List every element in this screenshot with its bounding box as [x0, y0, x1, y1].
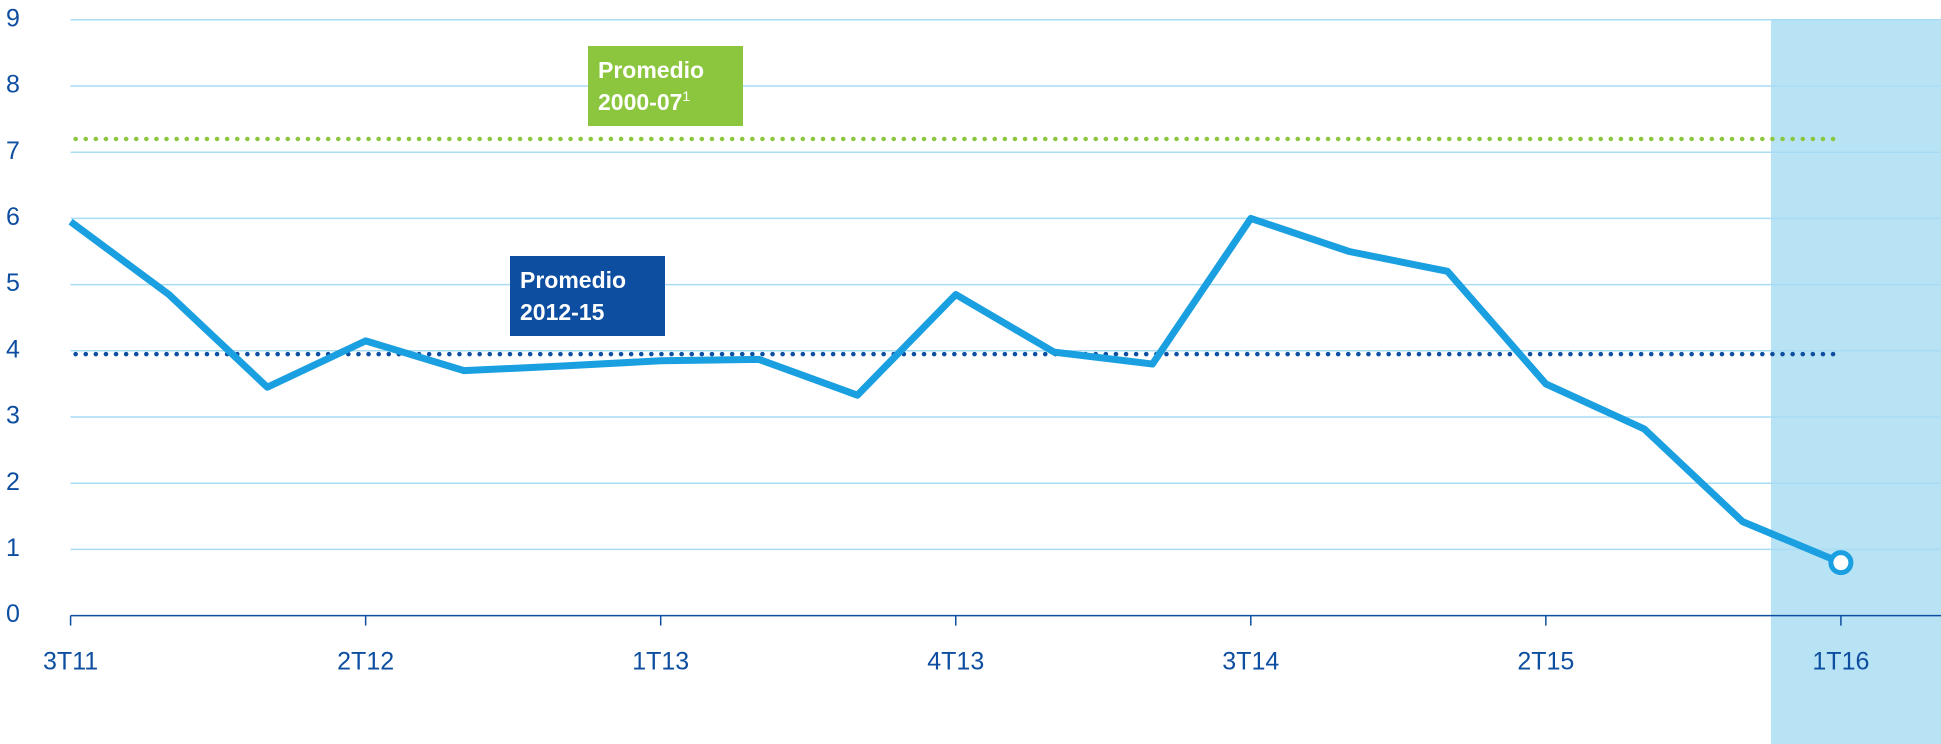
reference-label-line: 2012-15	[520, 299, 605, 325]
label-box	[588, 46, 743, 126]
end-marker	[1828, 550, 1854, 576]
highlight-region	[1771, 20, 1941, 744]
x-tick-label: 2T12	[337, 648, 394, 676]
y-tick-label: 3	[6, 402, 20, 430]
reference-label: Promedio	[598, 57, 704, 83]
y-tick-label: 7	[6, 137, 20, 165]
x-tick-label: 1T16	[1812, 648, 1869, 676]
data-line	[68, 214, 1843, 566]
reference-label: 2000-071	[598, 88, 690, 115]
x-tick-label: 4T13	[927, 648, 984, 676]
x-tick-label: 3T11	[43, 648, 98, 676]
reference-label-line: Promedio	[598, 57, 704, 83]
x-tick-label: 3T14	[1222, 648, 1279, 676]
reference-label-line: Promedio	[520, 267, 626, 293]
label-box	[510, 256, 665, 336]
y-tick-label: 0	[6, 600, 20, 628]
y-tick-label: 9	[6, 4, 20, 32]
y-tick-label: 1	[6, 534, 20, 562]
x-tick-label: 2T15	[1517, 648, 1574, 676]
y-tick-label: 4	[6, 335, 20, 363]
reference-label-sup: 1	[682, 88, 690, 104]
y-tick-label: 6	[6, 203, 20, 231]
reference-label: Promedio	[520, 267, 626, 293]
y-tick-label: 8	[6, 71, 20, 99]
reference-label: 2012-15	[520, 299, 605, 325]
x-tick-label: 1T13	[632, 648, 689, 676]
y-tick-label: 5	[6, 269, 20, 297]
reference-label-line: 2000-07	[598, 89, 682, 115]
y-tick-label: 2	[6, 468, 20, 496]
